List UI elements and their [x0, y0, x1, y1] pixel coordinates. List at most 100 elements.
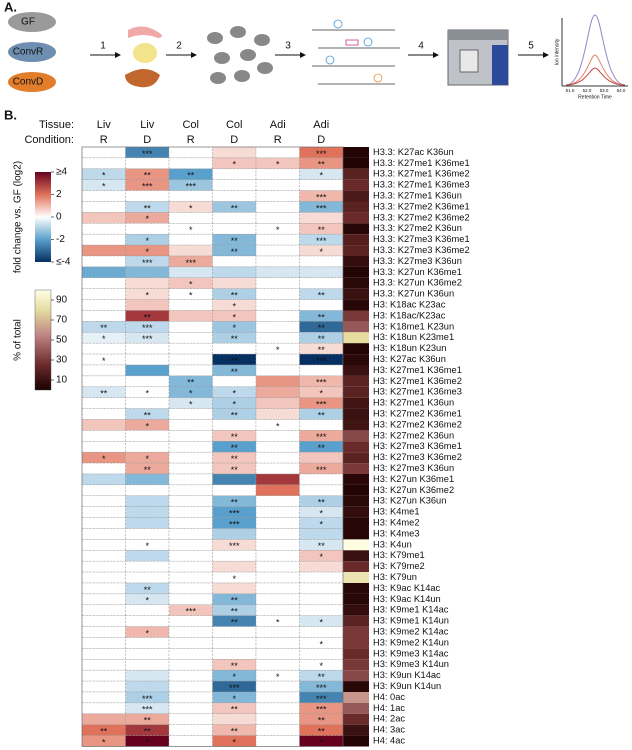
- row-label: H3: K9me1 K14ac: [373, 605, 449, 615]
- significance-label: *: [319, 171, 323, 181]
- heatmap-cell: [212, 626, 257, 638]
- heatmap-cell: [81, 190, 126, 202]
- heatmap-cell: [125, 179, 170, 191]
- row-label: H3: K4me1: [373, 507, 420, 517]
- row-label: H3: K27me3 K36un: [373, 463, 454, 473]
- heatmap-cell: [168, 146, 213, 159]
- significance-label: **: [231, 454, 239, 464]
- heatmap-cell: [255, 451, 300, 464]
- row-label: H3: K9me1 K14un: [373, 616, 449, 626]
- percent-cell: [343, 517, 369, 529]
- significance-label: *: [145, 737, 149, 747]
- heatmap-cell: [168, 648, 213, 660]
- percent-cell: [343, 528, 369, 540]
- significance-label: **: [318, 541, 326, 551]
- heatmap-cell: [299, 179, 344, 191]
- heatmap-cell: [168, 713, 213, 725]
- significance-label: *: [276, 421, 280, 431]
- heatmap-cell: [299, 223, 344, 235]
- significance-label: *: [319, 639, 323, 649]
- row-label: H3: K9ac K14un: [373, 594, 441, 604]
- heatmap-cell: [125, 473, 170, 486]
- heatmap-cell: [81, 560, 126, 573]
- row-label: H3: K9me2 K14un: [373, 637, 449, 647]
- colorbar-tick-label: 70: [56, 315, 68, 326]
- heatmap-cell: [299, 593, 344, 606]
- row-label: H4: 1ac: [373, 703, 405, 713]
- percent-cell: [343, 648, 369, 660]
- row-label: H3: K18me1 K23un: [373, 321, 454, 331]
- heatmap-cell: [125, 233, 170, 246]
- heatmap-cell: [299, 353, 344, 366]
- heatmap-cell: [168, 408, 213, 420]
- heatmap-cell: [125, 430, 170, 442]
- heatmap-cell: [125, 157, 170, 170]
- row-label: H4: 0ac: [373, 692, 405, 702]
- significance-label: ***: [185, 258, 196, 268]
- heatmap-cell: [255, 648, 300, 660]
- significance-label: *: [276, 345, 280, 355]
- heatmap-cell: [212, 288, 257, 300]
- heatmap-cell: [212, 550, 257, 562]
- heatmap-cell: [125, 702, 170, 715]
- heatmap-cell: [212, 713, 257, 725]
- column-label: D: [230, 134, 238, 146]
- heatmap-cell: [81, 528, 126, 540]
- heatmap-cell: [255, 539, 300, 551]
- row-label: H3.3: K27me2 K36me1: [373, 201, 470, 211]
- heatmap-cell: [125, 713, 170, 725]
- colorbar-tick-label: -2: [56, 234, 65, 245]
- heatmap-cell: [168, 201, 213, 213]
- significance-label: *: [145, 291, 149, 301]
- significance-label: **: [318, 291, 326, 301]
- significance-label: **: [231, 410, 239, 420]
- heatmap-cell: [255, 364, 300, 377]
- row-label: H3: K18un K23me1: [373, 332, 454, 342]
- heatmap-cell: [212, 364, 257, 377]
- heatmap-cell: [255, 582, 300, 595]
- row-label: H3: K9un K14un: [373, 681, 441, 691]
- heatmap-cell: [299, 244, 344, 257]
- tick-label: 52.0: [583, 88, 592, 93]
- heatmap-cell: [212, 517, 257, 529]
- colorbar: [35, 172, 51, 262]
- panel-label: A.: [4, 0, 17, 14]
- heatmap-cell: [125, 506, 170, 518]
- tissues-icon: [125, 26, 162, 88]
- significance-label: **: [144, 410, 152, 420]
- percent-cell: [343, 277, 369, 289]
- significance-label: **: [231, 596, 239, 606]
- heatmap-cell: [81, 408, 126, 420]
- significance-label: **: [318, 410, 326, 420]
- row-label: H3: K27me2 K36me2: [373, 419, 462, 429]
- significance-label: ***: [142, 149, 153, 159]
- significance-label: *: [102, 171, 106, 181]
- heatmap-cell: [255, 713, 300, 725]
- row-label: H3.3: K27me2 K36un: [373, 223, 462, 233]
- significance-label: *: [232, 301, 236, 311]
- significance-label: **: [231, 334, 239, 344]
- heatmap-cell: [212, 430, 257, 442]
- percent-cell: [343, 724, 369, 736]
- heatmap-cell: [255, 266, 300, 279]
- significance-label: **: [231, 203, 239, 213]
- heatmap-cell: [299, 550, 344, 562]
- row-label: H3: K27me1 K36me1: [373, 365, 462, 375]
- significance-label: ***: [316, 378, 327, 388]
- significance-label: ***: [229, 509, 240, 519]
- heatmap-cell: [168, 473, 213, 486]
- significance-label: *: [145, 541, 149, 551]
- heatmap-cell: [168, 626, 213, 638]
- heatmap-cell: [168, 724, 213, 736]
- percent-cell: [343, 604, 369, 616]
- heatmap-cell: [212, 593, 257, 606]
- significance-label: **: [231, 465, 239, 475]
- significance-label: **: [231, 291, 239, 301]
- column-label: R: [187, 134, 195, 146]
- heatmap-cell: [212, 451, 257, 464]
- significance-label: **: [231, 356, 239, 366]
- heatmap-cell: [125, 637, 170, 649]
- heatmap-cell: [168, 637, 213, 649]
- heatmap-cell: [81, 375, 126, 388]
- heatmap-cell: [81, 495, 126, 507]
